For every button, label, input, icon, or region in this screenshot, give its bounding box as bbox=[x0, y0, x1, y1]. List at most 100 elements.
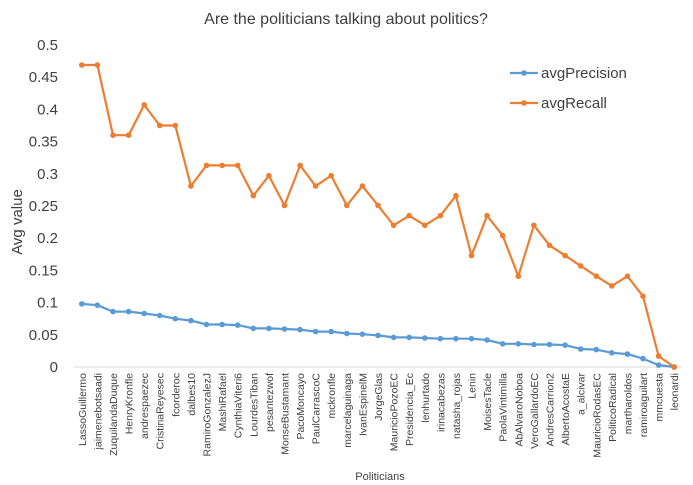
data-point bbox=[515, 341, 522, 347]
x-tick-label: MoisesTacle bbox=[482, 373, 494, 431]
x-tick-label: JorgeGlas bbox=[373, 373, 385, 421]
data-point bbox=[468, 335, 475, 342]
data-point bbox=[141, 310, 147, 317]
data-point bbox=[577, 263, 584, 269]
x-tick-label: Lenin bbox=[467, 373, 479, 399]
x-tick-label: dalbes10 bbox=[186, 373, 198, 416]
y-tick-label: 0.1 bbox=[37, 295, 58, 312]
data-point bbox=[406, 334, 413, 341]
data-point bbox=[328, 328, 335, 335]
data-point bbox=[234, 322, 241, 328]
data-point bbox=[531, 341, 537, 348]
y-tick-label: 0.3 bbox=[37, 166, 58, 183]
data-point bbox=[266, 172, 272, 179]
data-point bbox=[250, 325, 257, 332]
data-point bbox=[110, 308, 116, 315]
x-tick-label: martharoldos bbox=[622, 373, 634, 434]
legend-item-avgRecall: avgRecall bbox=[510, 95, 607, 112]
x-tick-label: PoliticoRadical bbox=[607, 373, 619, 442]
x-tick-label: pesantezwof bbox=[264, 373, 276, 432]
data-point bbox=[141, 102, 147, 108]
data-point bbox=[640, 355, 646, 362]
x-tick-label: IvanEspinelM bbox=[357, 373, 369, 436]
data-point bbox=[531, 222, 537, 229]
data-point bbox=[203, 321, 210, 328]
data-point bbox=[79, 62, 85, 68]
x-tick-label: andrespaezec bbox=[139, 373, 151, 439]
data-point bbox=[406, 212, 413, 219]
data-point bbox=[250, 192, 257, 199]
x-tick-label: VeroGallardoEC bbox=[529, 373, 541, 449]
data-point bbox=[624, 273, 631, 280]
data-point bbox=[655, 353, 662, 359]
data-point bbox=[609, 350, 615, 356]
y-tick-label: 0 bbox=[50, 359, 58, 376]
legend-swatch-marker bbox=[521, 100, 527, 106]
x-tick-label: a_alcivar bbox=[576, 373, 588, 416]
x-tick-label: MonseBustamant bbox=[280, 373, 292, 455]
data-point bbox=[390, 334, 397, 341]
y-axis-ticks: 0 0.05 0.1 0.15 0.2 0.25 0.3 0.35 0.4 0.45 0.5 bbox=[29, 37, 58, 376]
x-tick-label: natasha_rojas bbox=[451, 373, 463, 439]
data-point bbox=[422, 335, 428, 341]
x-tick-label: AlbertoAcostaE bbox=[560, 373, 572, 445]
data-point bbox=[453, 335, 459, 342]
data-point bbox=[125, 132, 132, 138]
data-point bbox=[593, 346, 600, 353]
x-tick-label: LassoGuillermo bbox=[77, 373, 89, 446]
data-point bbox=[203, 162, 210, 169]
data-point bbox=[375, 202, 381, 209]
y-tick-label: 0.4 bbox=[37, 101, 58, 118]
data-point bbox=[156, 122, 163, 129]
x-tick-label: HenryKronfle bbox=[124, 373, 136, 434]
x-tick-label: irinacabezas bbox=[435, 373, 447, 432]
data-point bbox=[297, 326, 303, 333]
y-axis-title: Avg value bbox=[9, 189, 26, 255]
data-point bbox=[422, 222, 428, 229]
x-tick-label: AndresCarrion2 bbox=[545, 373, 557, 447]
data-point bbox=[344, 202, 350, 209]
data-point bbox=[188, 183, 194, 189]
data-point bbox=[188, 317, 194, 324]
x-tick-label: MashiRafael bbox=[217, 373, 229, 431]
data-point bbox=[344, 330, 350, 337]
x-tick-label: PacoMoncayo bbox=[295, 373, 307, 440]
data-point bbox=[359, 331, 366, 338]
series-avgRecall bbox=[79, 62, 677, 370]
data-point bbox=[562, 252, 568, 259]
data-point bbox=[437, 335, 444, 342]
legend-label: avgRecall bbox=[541, 95, 607, 112]
x-tick-label: MauricioRodasEC bbox=[591, 373, 603, 458]
data-point bbox=[671, 364, 677, 370]
data-point bbox=[172, 122, 179, 129]
data-point bbox=[312, 183, 319, 189]
data-point bbox=[546, 341, 553, 348]
data-point bbox=[94, 62, 101, 68]
data-point bbox=[297, 162, 303, 169]
x-tick-label: PaolaVintimilla bbox=[498, 373, 510, 442]
data-point bbox=[266, 325, 272, 332]
x-tick-label: MauricioPozoEC bbox=[389, 373, 401, 452]
x-axis-ticks: LassoGuillermo jaimenebotsaadi ZuquilandaD… bbox=[77, 373, 681, 458]
y-tick-label: 0.25 bbox=[29, 198, 58, 215]
data-point bbox=[359, 183, 366, 189]
data-point bbox=[468, 252, 475, 259]
x-tick-label: mckronfle bbox=[326, 373, 338, 419]
data-point bbox=[593, 273, 600, 280]
data-point bbox=[219, 321, 225, 328]
x-tick-label: jaimenebotsaadi bbox=[92, 373, 104, 450]
x-tick-label: lenhurtado bbox=[420, 373, 432, 423]
data-point bbox=[453, 192, 459, 199]
y-tick-label: 0.5 bbox=[37, 37, 58, 54]
data-point bbox=[328, 172, 335, 179]
x-tick-label: fcorderoc bbox=[170, 373, 182, 417]
legend-label: avgPrecision bbox=[541, 65, 627, 82]
series-avgPrecision bbox=[79, 301, 677, 370]
data-point bbox=[312, 328, 319, 335]
data-point bbox=[219, 162, 225, 169]
y-tick-label: 0.35 bbox=[29, 134, 58, 151]
data-point bbox=[437, 212, 444, 219]
data-point bbox=[484, 337, 490, 343]
